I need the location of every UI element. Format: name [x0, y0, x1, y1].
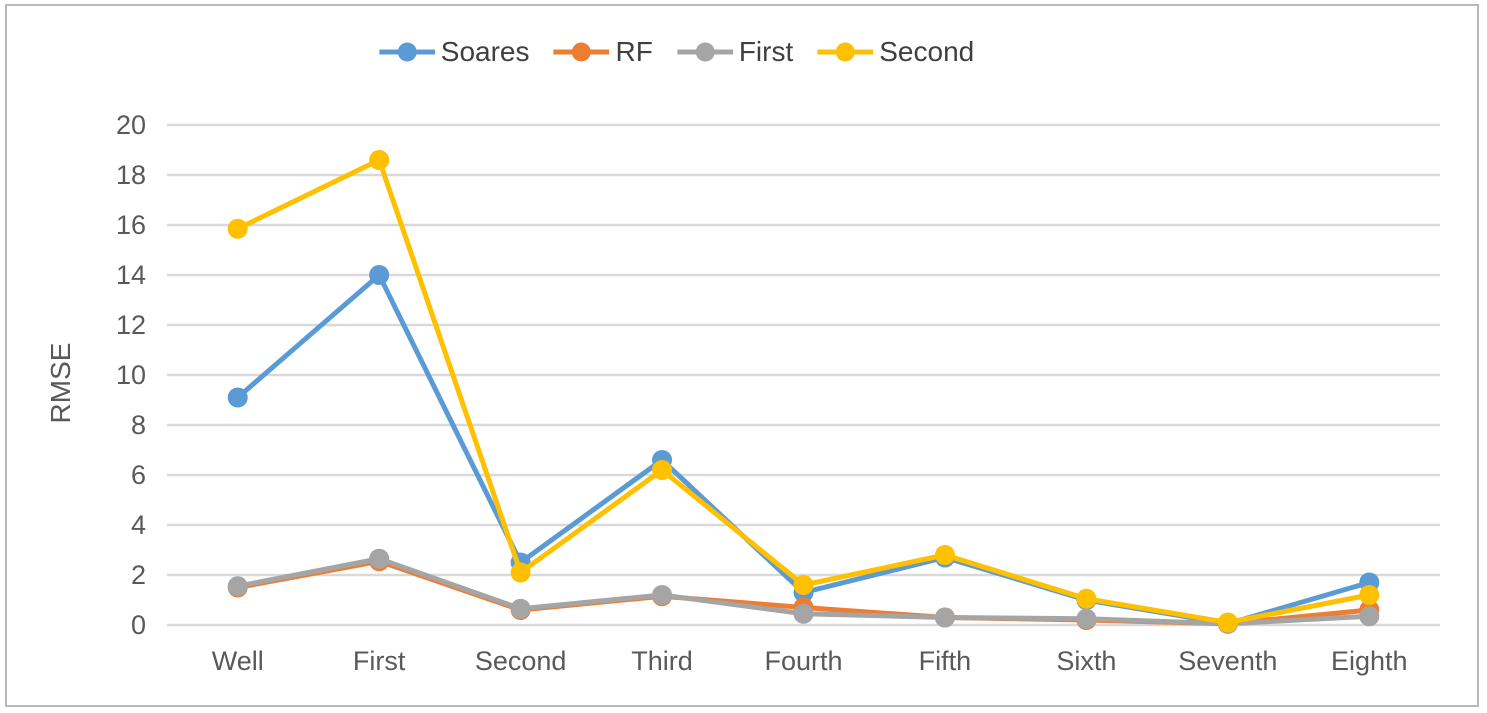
y-tick-label: 4 — [131, 510, 146, 540]
data-point-first-third — [652, 585, 673, 605]
legend-label: Second — [879, 36, 975, 67]
y-tick-label: 0 — [131, 610, 146, 640]
data-point-first-second — [510, 598, 531, 619]
series-line-second — [236, 156, 1370, 626]
data-point-soares-first — [369, 265, 390, 285]
data-point-second-seventh — [1217, 612, 1238, 633]
legend-item-rf: RF — [553, 36, 653, 67]
data-point-second-sixth — [1076, 588, 1097, 609]
data-point-first-fourth — [793, 603, 814, 624]
legend-item-second: Second — [817, 38, 974, 66]
legend-label: Soares — [440, 36, 530, 67]
y-tick-label: 10 — [116, 360, 146, 390]
x-tick-label: Second — [475, 646, 567, 676]
y-tick-label: 12 — [116, 310, 146, 340]
legend-item-first: First — [676, 36, 794, 67]
chart-legend: Soares RF First Second — [378, 36, 974, 67]
x-tick-label: Sixth — [1056, 646, 1116, 676]
y-tick-label: 20 — [116, 110, 146, 140]
y-tick-label: 6 — [131, 460, 146, 490]
data-point-first-fifth — [934, 607, 955, 628]
y-tick-label: 18 — [116, 160, 146, 190]
data-point-second-eighth — [1359, 585, 1380, 605]
data-point-first-first — [369, 548, 390, 569]
data-point-second-fifth — [934, 545, 955, 565]
y-tick-label: 14 — [116, 260, 146, 290]
legend-marker-soares — [378, 42, 435, 62]
y-axis-title: RMSE — [45, 343, 76, 424]
y-tick-label: 16 — [116, 210, 146, 240]
x-tick-label: Fourth — [764, 646, 842, 676]
data-point-second-well — [227, 218, 248, 239]
data-point-second-third — [652, 460, 673, 480]
x-tick-label: Fifth — [919, 646, 972, 676]
data-point-first-well — [227, 576, 248, 597]
x-tick-label: Eighth — [1331, 646, 1408, 676]
data-point-second-fourth — [793, 575, 814, 595]
legend-marker-second — [817, 42, 874, 62]
legend-label: First — [738, 36, 794, 67]
chart-frame — [5, 4, 1479, 707]
x-tick-label: Third — [631, 646, 693, 676]
x-tick-label: Well — [212, 646, 264, 676]
data-point-first-sixth — [1076, 608, 1097, 629]
data-point-first-eighth — [1359, 606, 1380, 627]
legend-marker-rf — [553, 42, 610, 62]
x-tick-label: First — [353, 646, 406, 676]
y-tick-label: 8 — [131, 410, 146, 440]
legend-label: RF — [615, 36, 653, 67]
data-point-second-second — [510, 562, 531, 583]
legend-marker-first — [676, 42, 733, 62]
y-tick-label: 2 — [131, 560, 146, 590]
x-tick-label: Seventh — [1178, 646, 1277, 676]
data-point-second-first — [369, 150, 390, 170]
legend-item-soares: Soares — [378, 36, 530, 67]
data-point-soares-well — [227, 387, 248, 408]
